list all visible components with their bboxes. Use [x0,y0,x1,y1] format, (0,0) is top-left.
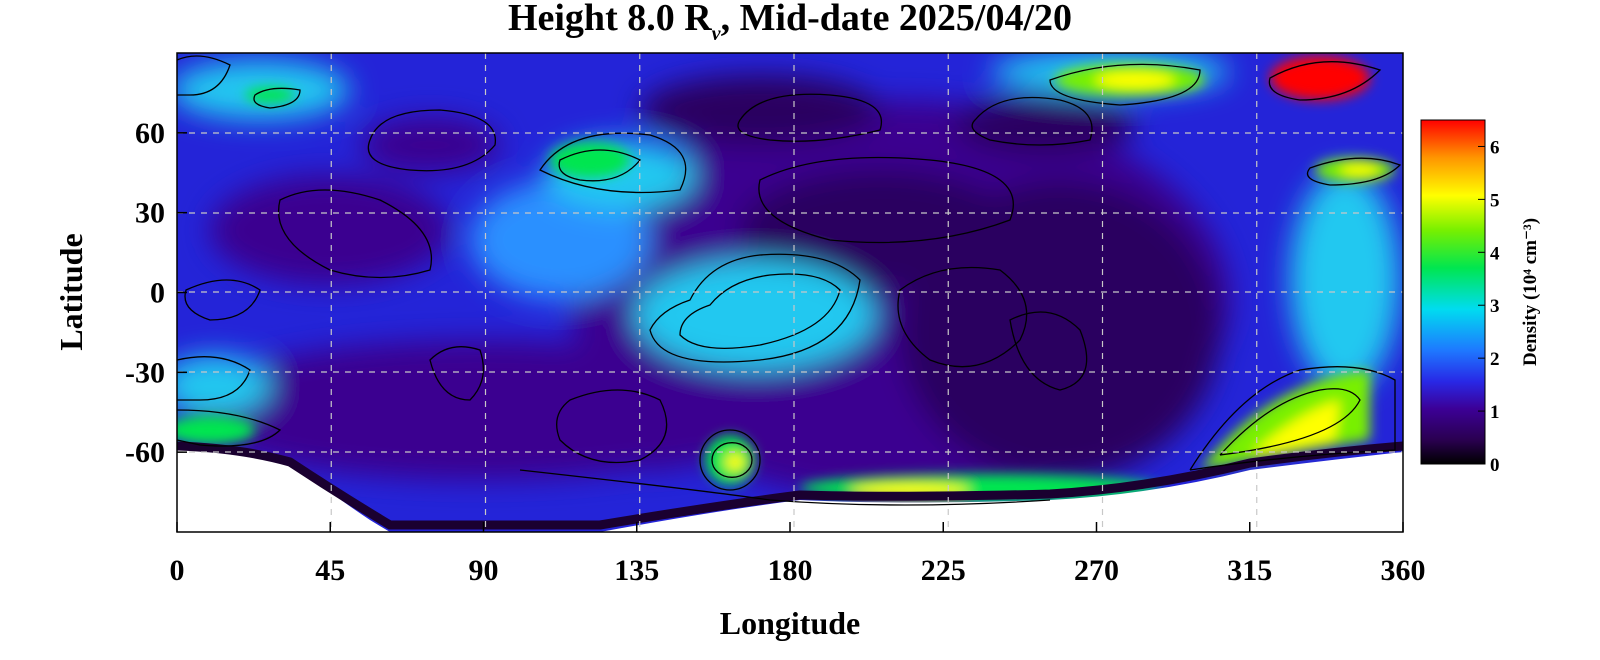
x-tick-label: 360 [1381,554,1426,587]
x-tick-label: 225 [921,554,966,587]
y-tick-label: -30 [125,356,165,389]
colorbar-tick-label: 5 [1490,190,1500,211]
x-axis-label: Longitude [720,605,860,641]
colorbar-tick-label: 0 [1490,455,1500,476]
colorbar: 0 1 2 3 4 5 6 Density (10⁴ cm⁻³) [1420,119,1541,476]
x-axis: 0 45 90 135 180 225 270 315 360 [170,522,1426,587]
colorbar-tick-label: 2 [1490,349,1500,370]
y-axis-label: Latitude [53,233,89,350]
heatmap-field [177,53,1403,532]
x-tick-label: 90 [469,554,499,587]
x-tick-label: 45 [315,554,345,587]
x-tick-label: 135 [614,554,659,587]
contour-lines [177,55,1402,506]
colorbar-tick-label: 3 [1490,296,1500,317]
y-tick-label: -60 [125,436,165,469]
colorbar-gradient [1420,119,1486,465]
x-tick-label: 0 [170,554,185,587]
colorbar-tick-label: 1 [1490,402,1500,423]
y-tick-label: 30 [135,197,165,230]
y-axis: 60 30 0 -30 -60 [125,117,187,469]
grid-lines [177,53,1403,532]
x-tick-label: 180 [768,554,813,587]
x-tick-label: 315 [1227,554,1272,587]
colorbar-tick-label: 6 [1490,137,1500,158]
x-tick-label: 270 [1074,554,1119,587]
y-tick-label: 60 [135,117,165,150]
colorbar-label: Density (10⁴ cm⁻³) [1520,218,1541,366]
y-tick-label: 0 [150,277,165,310]
chart-title: Height 8.0 Rν, Mid-date 2025/04/20 [508,0,1072,45]
colorbar-tick-label: 4 [1490,243,1500,264]
